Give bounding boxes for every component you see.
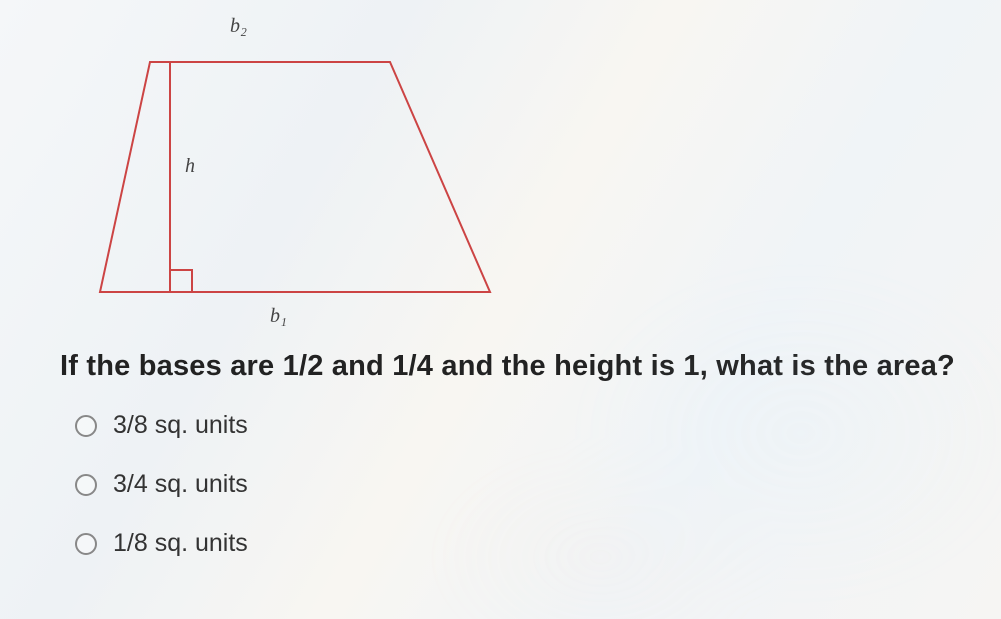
options-list: 3/8 sq. units 3/4 sq. units 1/8 sq. unit… xyxy=(75,411,971,558)
svg-text:b₂: b₂ xyxy=(230,15,247,37)
option-0[interactable]: 3/8 sq. units xyxy=(75,411,971,440)
option-label: 3/4 sq. units xyxy=(113,470,248,499)
option-2[interactable]: 1/8 sq. units xyxy=(75,529,971,558)
radio-icon xyxy=(75,474,97,496)
radio-icon xyxy=(75,415,97,437)
radio-icon xyxy=(75,533,97,555)
trapezoid-svg: b₂ b₁ h xyxy=(60,12,540,332)
option-1[interactable]: 3/4 sq. units xyxy=(75,470,971,499)
question-text: If the bases are 1/2 and 1/4 and the hei… xyxy=(60,350,971,383)
trapezoid-diagram: b₂ b₁ h xyxy=(60,12,540,332)
option-label: 3/8 sq. units xyxy=(113,411,248,440)
option-label: 1/8 sq. units xyxy=(113,529,248,558)
svg-text:h: h xyxy=(185,155,195,177)
svg-text:b₁: b₁ xyxy=(270,305,287,327)
